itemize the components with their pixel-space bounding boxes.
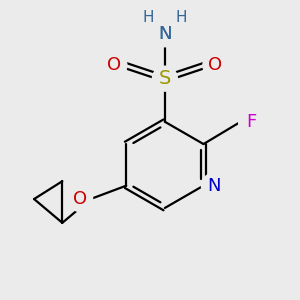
Text: O: O: [73, 190, 87, 208]
Circle shape: [152, 22, 177, 46]
Circle shape: [152, 66, 177, 91]
Circle shape: [68, 187, 93, 211]
Text: O: O: [208, 56, 223, 74]
Circle shape: [102, 53, 127, 78]
Circle shape: [152, 22, 177, 46]
Text: S: S: [159, 69, 171, 88]
Text: H: H: [176, 10, 187, 25]
Text: H: H: [143, 10, 154, 25]
Text: O: O: [107, 56, 122, 74]
Text: F: F: [246, 113, 256, 131]
Text: N: N: [207, 177, 221, 195]
Circle shape: [203, 53, 228, 78]
Text: N: N: [158, 25, 172, 43]
Text: N: N: [158, 25, 172, 43]
Circle shape: [238, 109, 263, 134]
Circle shape: [201, 173, 226, 198]
